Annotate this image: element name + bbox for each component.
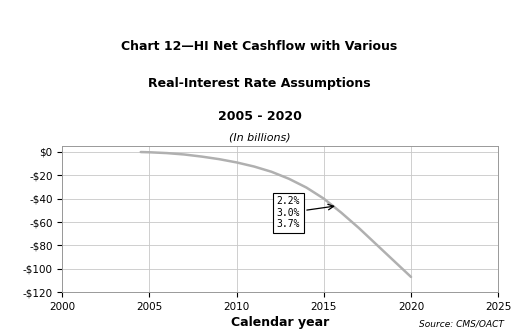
Text: Source: CMS/OACT: Source: CMS/OACT (418, 320, 503, 329)
Text: 2.2%
3.0%
3.7%: 2.2% 3.0% 3.7% (277, 196, 334, 229)
Text: 2005 - 2020: 2005 - 2020 (217, 110, 302, 123)
Text: Real-Interest Rate Assumptions: Real-Interest Rate Assumptions (148, 77, 371, 90)
Text: Chart 12—HI Net Cashflow with Various: Chart 12—HI Net Cashflow with Various (121, 40, 398, 53)
Text: (In billions): (In billions) (229, 133, 290, 143)
X-axis label: Calendar year: Calendar year (231, 316, 330, 329)
